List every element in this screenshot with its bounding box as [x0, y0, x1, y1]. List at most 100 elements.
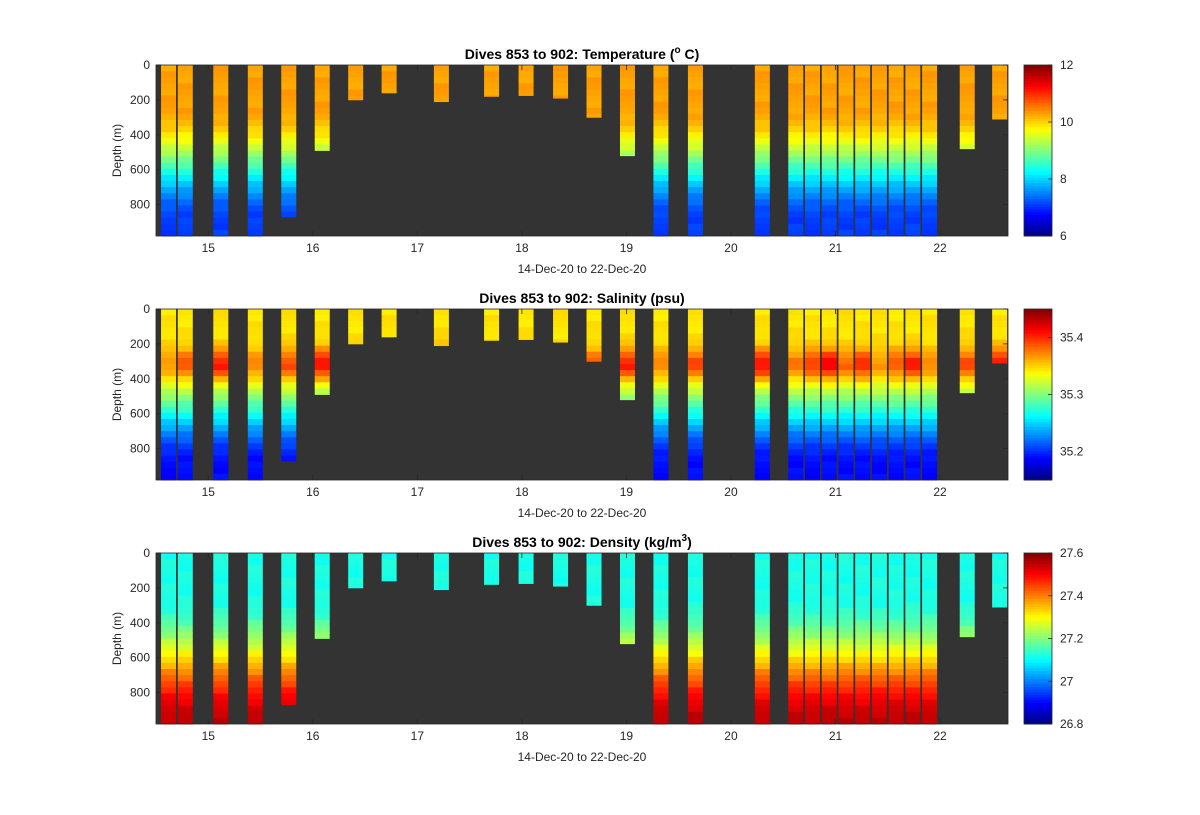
- dive-cell: [281, 394, 297, 402]
- dive-cell: [247, 437, 263, 444]
- dive-cell: [247, 370, 263, 377]
- dive-cell: [788, 437, 804, 444]
- colorbar-segment: [1024, 659, 1052, 664]
- dive-cell: [177, 437, 193, 444]
- colorbar-segment: [1024, 113, 1052, 117]
- dive-cell: [888, 223, 904, 231]
- dive-cell: [788, 351, 804, 359]
- dive-cell: [213, 388, 229, 395]
- dive-cell: [653, 65, 669, 72]
- dive-cell: [821, 181, 837, 188]
- dive-cell: [348, 315, 364, 322]
- colorbar-segment: [1024, 619, 1052, 623]
- dive-cell: [788, 107, 804, 115]
- dive-cell: [805, 473, 821, 481]
- dive-cell: [838, 363, 854, 371]
- dive-cell: [687, 339, 703, 347]
- dive-cell: [754, 565, 770, 572]
- colorbar-frame: [1023, 64, 1053, 237]
- dive-cell: [653, 339, 669, 347]
- dive-cell: [213, 126, 229, 133]
- dive-cell: [871, 583, 887, 591]
- dive-cell: [518, 559, 534, 566]
- dive-cell: [754, 217, 770, 225]
- dive-cell: [213, 357, 229, 365]
- dive-cell: [821, 376, 837, 383]
- dive-cell: [888, 370, 904, 377]
- colorbar-segment: [1024, 426, 1052, 430]
- dive-cell: [922, 382, 938, 389]
- dive-cell: [922, 644, 938, 652]
- dive-cell: [161, 571, 177, 578]
- dive-cell: [687, 583, 703, 591]
- dive-cell: [754, 675, 770, 682]
- dive-cell: [553, 571, 569, 578]
- dive-cell: [905, 577, 921, 584]
- dive-cell: [855, 461, 871, 469]
- dive-cell: [788, 687, 804, 694]
- dive-cell: [821, 370, 837, 377]
- dive-cell: [754, 187, 770, 194]
- dive-cell: [653, 370, 669, 377]
- dive-cell: [754, 620, 770, 627]
- dive-cell: [922, 101, 938, 109]
- dive-column: [838, 309, 854, 481]
- dive-cell: [281, 577, 297, 584]
- dive-cell: [855, 455, 871, 463]
- dive-cell: [247, 382, 263, 389]
- dive-cell: [687, 443, 703, 450]
- dive-cell: [177, 650, 193, 658]
- dive-cell: [959, 71, 975, 78]
- dive-cell: [161, 437, 177, 444]
- colorbar-segment: [1024, 627, 1052, 631]
- dive-cell: [653, 565, 669, 572]
- dive-cell: [177, 406, 193, 414]
- dive-column: [687, 309, 703, 481]
- dive-cell: [653, 388, 669, 395]
- dive-cell: [586, 577, 602, 584]
- dive-cell: [281, 107, 297, 115]
- dive-cell: [888, 449, 904, 456]
- dive-cell: [805, 583, 821, 591]
- dive-cell: [433, 565, 449, 572]
- dive-cell: [959, 601, 975, 609]
- dive-cell: [653, 107, 669, 115]
- y-tick-label: 800: [130, 442, 150, 456]
- dive-cell: [484, 583, 500, 585]
- dive-cell: [788, 315, 804, 322]
- dive-cell: [805, 229, 821, 237]
- dive-cell: [905, 113, 921, 121]
- dive-cell: [871, 473, 887, 481]
- dive-cell: [805, 388, 821, 395]
- dive-column: [433, 553, 449, 591]
- dive-cell: [871, 595, 887, 603]
- dive-cell: [871, 553, 887, 560]
- dive-cell: [687, 113, 703, 121]
- dive-cell: [855, 126, 871, 133]
- dive-cell: [348, 327, 364, 334]
- dive-cell: [247, 473, 263, 481]
- colorbar-segment: [1024, 643, 1052, 648]
- dive-cell: [922, 431, 938, 438]
- dive-cell: [687, 412, 703, 420]
- dive-cell: [922, 168, 938, 176]
- dive-cell: [281, 113, 297, 121]
- dive-cell: [922, 687, 938, 694]
- dive-cell: [586, 559, 602, 566]
- dive-cell: [177, 614, 193, 621]
- dive-cell: [855, 376, 871, 383]
- dive-cell: [177, 583, 193, 591]
- dive-cell: [247, 467, 263, 475]
- dive-cell: [161, 467, 177, 475]
- dive-cell: [213, 370, 229, 377]
- dive-cell: [653, 138, 669, 145]
- dive-cell: [821, 620, 837, 627]
- dive-cell: [838, 400, 854, 408]
- dive-cell: [838, 181, 854, 188]
- dive-cell: [754, 363, 770, 371]
- dive-cell: [161, 217, 177, 225]
- colorbar-segment: [1024, 123, 1052, 127]
- dive-cell: [161, 309, 177, 316]
- dive-cell: [905, 83, 921, 90]
- dive-cell: [281, 138, 297, 145]
